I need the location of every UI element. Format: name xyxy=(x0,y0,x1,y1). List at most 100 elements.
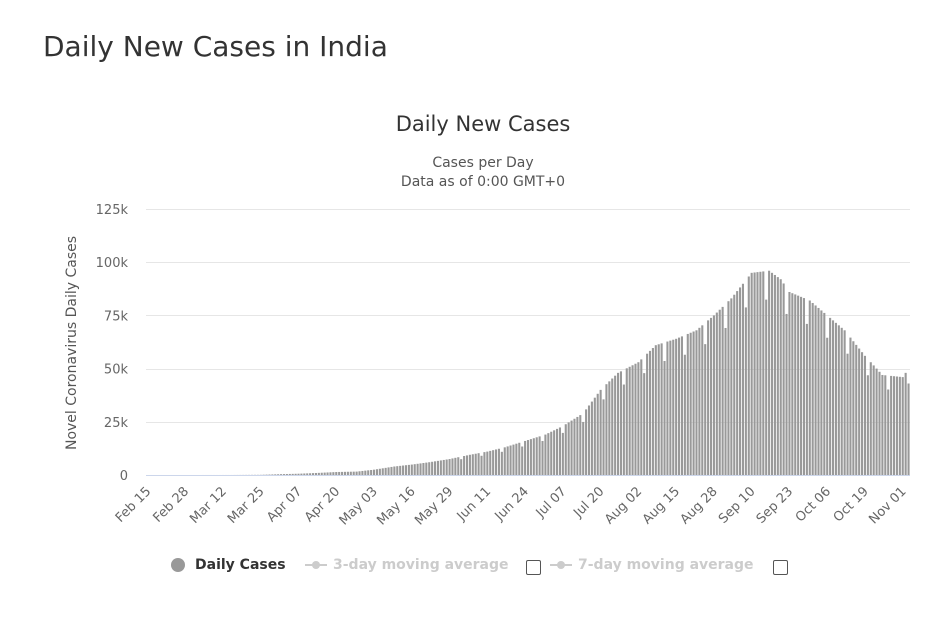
7-day-average-checkbox[interactable] xyxy=(773,560,788,575)
bars xyxy=(201,270,910,475)
bar xyxy=(820,310,823,475)
bar xyxy=(558,427,561,475)
bar xyxy=(477,453,480,475)
bar xyxy=(425,462,428,475)
bar xyxy=(457,457,460,475)
bar xyxy=(381,468,384,475)
bar xyxy=(866,375,869,475)
bar xyxy=(709,317,713,475)
x-tick-label: Jun 24 xyxy=(492,484,532,524)
bar xyxy=(887,389,890,475)
bar xyxy=(579,415,582,475)
bar xyxy=(404,465,408,475)
bar xyxy=(654,345,657,475)
bar xyxy=(372,469,376,475)
bar xyxy=(370,470,373,475)
bar xyxy=(826,337,829,475)
bar xyxy=(486,451,489,475)
legend-label: Daily Cases xyxy=(195,557,286,573)
bar xyxy=(904,372,907,475)
bar xyxy=(715,312,718,475)
x-tick-label: Aug 28 xyxy=(678,484,721,527)
bar xyxy=(294,473,297,475)
bar xyxy=(358,471,361,475)
x-tick-label: Apr 07 xyxy=(264,484,305,525)
bar xyxy=(585,409,588,475)
bar xyxy=(471,454,474,475)
bar xyxy=(768,270,771,475)
bar xyxy=(823,312,826,475)
bar xyxy=(695,330,698,475)
bar xyxy=(465,455,469,475)
bar xyxy=(596,393,599,475)
x-tick-label: Mar 25 xyxy=(225,484,268,527)
bar xyxy=(274,474,277,475)
bar xyxy=(402,465,405,475)
x-tick-label: Jul 07 xyxy=(533,484,570,521)
bar xyxy=(840,327,843,475)
bar xyxy=(683,354,686,475)
bar xyxy=(553,430,556,475)
legend-7-day-moving-average[interactable]: 7-day moving average xyxy=(550,554,754,576)
bar xyxy=(320,472,323,475)
bar xyxy=(648,350,652,475)
bar xyxy=(739,287,742,475)
bar xyxy=(712,315,715,475)
bar xyxy=(611,378,614,475)
bar xyxy=(367,470,370,475)
bar xyxy=(277,474,280,475)
bar xyxy=(541,441,544,475)
bar xyxy=(341,471,344,475)
bar xyxy=(680,336,684,475)
bar xyxy=(605,384,608,475)
bar xyxy=(878,371,881,475)
bar xyxy=(797,295,800,475)
bar xyxy=(547,433,550,475)
bar xyxy=(326,472,329,475)
bar xyxy=(387,467,390,475)
bar xyxy=(442,459,445,475)
bar xyxy=(329,472,332,475)
legend-label: 3-day moving average xyxy=(333,557,509,573)
bar xyxy=(570,420,573,475)
bar xyxy=(512,444,515,475)
bar xyxy=(303,473,306,475)
bar xyxy=(744,307,747,475)
bar xyxy=(338,471,341,475)
bar xyxy=(364,470,367,475)
bar xyxy=(895,376,898,475)
bar xyxy=(529,439,532,475)
bar xyxy=(762,271,765,475)
bar xyxy=(892,376,896,475)
legend-3-day-moving-average[interactable]: 3-day moving average xyxy=(305,554,509,576)
bar xyxy=(637,362,640,475)
y-tick-label: 75k xyxy=(104,309,129,324)
bar xyxy=(378,468,381,475)
bar xyxy=(704,344,707,475)
bar xyxy=(669,340,672,475)
bar xyxy=(884,375,887,475)
bar xyxy=(622,384,625,475)
bar xyxy=(849,337,852,475)
3-day-average-checkbox[interactable] xyxy=(526,560,541,575)
bar xyxy=(556,428,559,475)
bar xyxy=(396,466,399,475)
bar xyxy=(634,363,637,475)
bar xyxy=(843,330,846,475)
bar xyxy=(861,352,864,475)
bar xyxy=(518,442,521,475)
bar xyxy=(602,399,605,475)
bar xyxy=(692,331,695,475)
bar xyxy=(590,401,593,475)
bar xyxy=(643,373,646,475)
bar xyxy=(550,431,553,475)
y-tick-label: 125k xyxy=(96,203,129,218)
legend-daily-cases[interactable]: Daily Cases xyxy=(171,554,286,576)
bar xyxy=(483,452,486,475)
bar xyxy=(352,471,355,475)
bar xyxy=(741,283,745,475)
y-tick-label: 0 xyxy=(120,469,128,484)
bar xyxy=(291,473,294,475)
bar xyxy=(657,344,660,475)
x-tick-label: Nov 01 xyxy=(866,484,909,527)
